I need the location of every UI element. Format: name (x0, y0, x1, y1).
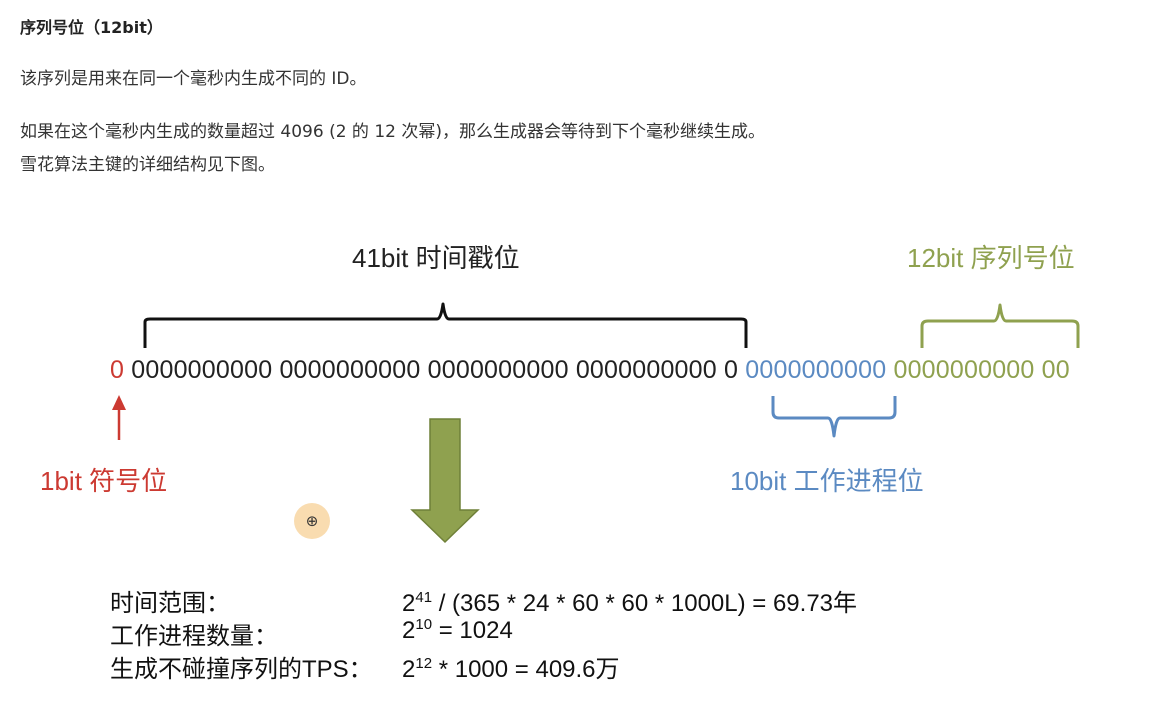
formula-value-worker-count: 210 = 1024 (402, 616, 513, 644)
timestamp-bits: 0000000000 0000000000 0000000000 0000000… (131, 356, 739, 384)
worker-label: 10bit 工作进程位 (730, 466, 924, 496)
sequence-brace (920, 303, 1080, 348)
timestamp-brace (143, 302, 748, 348)
section-heading: 序列号位（12bit） (20, 18, 163, 37)
paragraph-sequence-purpose: 该序列是用来在同一个毫秒内生成不同的 ID。 (20, 69, 367, 89)
formula-label-worker-count: 工作进程数量： (110, 623, 278, 650)
zoom-in-icon[interactable]: ⊕ (294, 503, 330, 539)
snowflake-structure-diagram: 41bit 时间戳位 12bit 序列号位 0 0000000000 00000… (0, 200, 1162, 700)
timestamp-label: 41bit 时间戳位 (352, 243, 520, 273)
big-down-arrow-icon (410, 418, 480, 544)
formula-value-tps: 212 * 1000 = 409.6万 (402, 655, 620, 683)
diagram-shapes (112, 302, 1080, 544)
paragraph-overflow-behavior: 如果在这个毫秒内生成的数量超过 4096 (2 的 12 次幂)，那么生成器会等… (20, 122, 765, 142)
sign-bit: 0 (110, 356, 125, 384)
worker-brace (771, 396, 897, 438)
formula-label-tps: 生成不碰撞序列的TPS： (110, 656, 373, 683)
formula-value-time-range: 241 / (365 * 24 * 60 * 60 * 1000L) = 69.… (402, 589, 858, 617)
bit-string: 0 0000000000 0000000000 0000000000 00000… (110, 356, 1070, 385)
sequence-label: 12bit 序列号位 (907, 243, 1075, 273)
sign-arrow-head (112, 395, 126, 410)
worker-bits: 0000000000 (745, 356, 887, 384)
formula-label-time-range: 时间范围： (110, 590, 230, 617)
paragraph-see-figure: 雪花算法主键的详细结构见下图。 (20, 155, 275, 175)
sign-label: 1bit 符号位 (40, 466, 168, 496)
sequence-bits: 0000000000 00 (893, 356, 1070, 384)
